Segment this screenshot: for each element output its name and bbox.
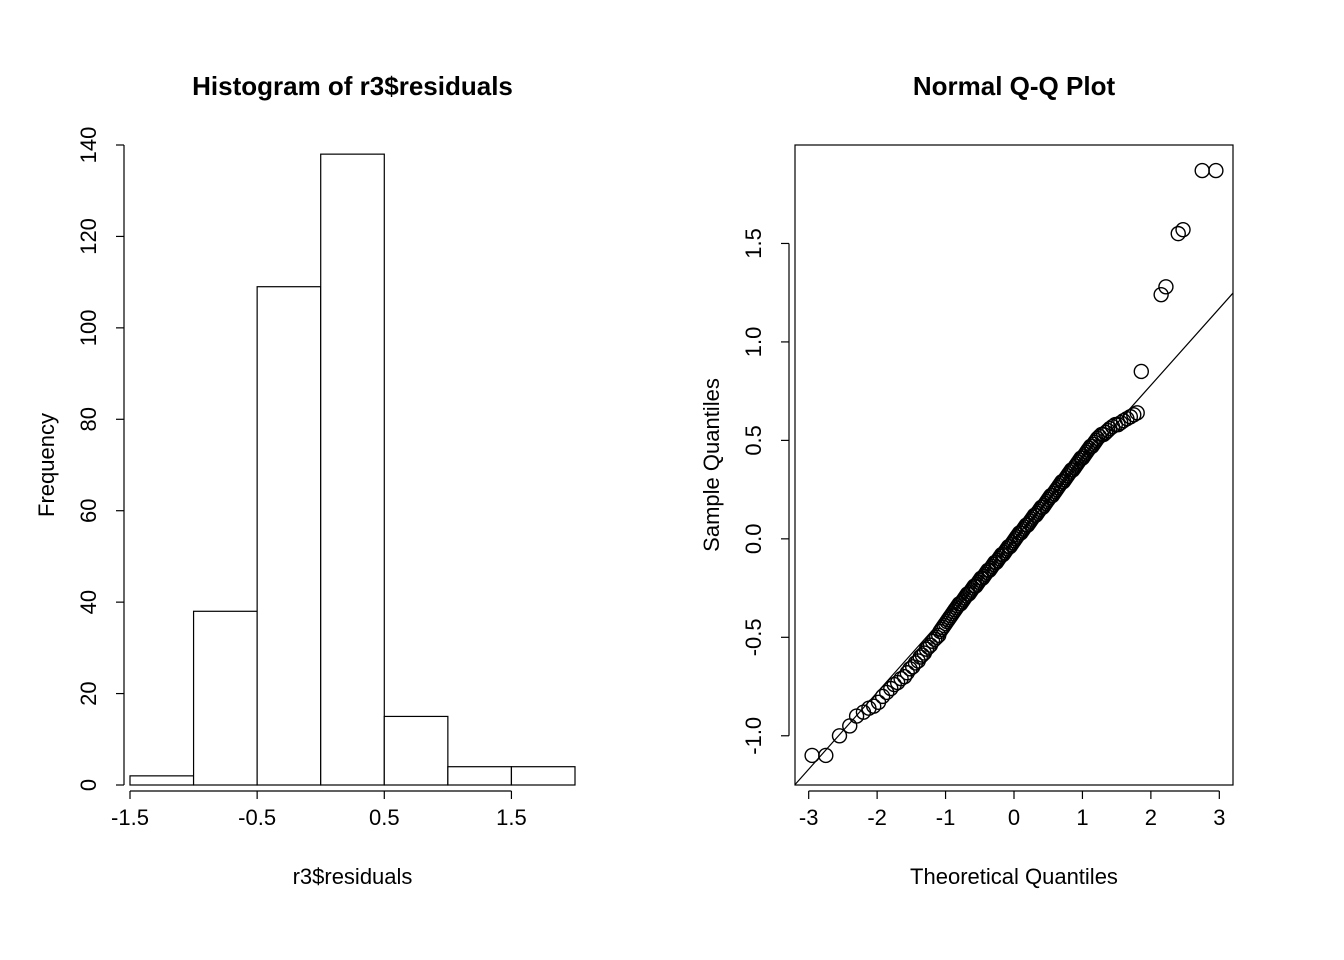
qq-frame [795, 145, 1233, 785]
histogram-ylabel: Frequency [34, 413, 59, 517]
histogram-bar [511, 767, 575, 785]
y-tick-label: -0.5 [741, 618, 766, 656]
histogram-bar [194, 611, 258, 785]
qq-point [1159, 280, 1173, 294]
qq-ylabel: Sample Quantiles [699, 378, 724, 552]
x-tick-label: -1 [936, 805, 956, 830]
y-tick-label: 0 [76, 779, 101, 791]
qq-point [880, 685, 894, 699]
histogram-bar [448, 767, 512, 785]
qq-point [843, 719, 857, 733]
histogram-title: Histogram of r3$residuals [192, 71, 513, 101]
histogram-bar [384, 716, 448, 785]
y-tick-label: 120 [76, 218, 101, 255]
qq-point [1154, 288, 1168, 302]
qq-point [1134, 364, 1148, 378]
x-tick-label: 1 [1076, 805, 1088, 830]
histogram-bar [257, 287, 321, 785]
histogram-panel: Histogram of r3$residuals -1.5 -0.5 0.5 1.5 r… [34, 71, 575, 889]
histogram-bar [321, 154, 385, 785]
qq-point [805, 748, 819, 762]
y-tick-label: -1.0 [741, 717, 766, 755]
y-tick-label: 140 [76, 127, 101, 164]
y-tick-label: 1.5 [741, 228, 766, 259]
histogram-xlabel: r3$residuals [293, 864, 413, 889]
x-tick-label: 1.5 [496, 805, 527, 830]
y-tick-label: 20 [76, 681, 101, 705]
y-tick-label: 80 [76, 407, 101, 431]
qq-point [1171, 227, 1185, 241]
qq-title: Normal Q-Q Plot [913, 71, 1116, 101]
x-tick-label: 2 [1145, 805, 1157, 830]
qq-point [1195, 164, 1209, 178]
x-tick-label: -2 [867, 805, 887, 830]
x-tick-label: -1.5 [111, 805, 149, 830]
qq-point [1176, 223, 1190, 237]
x-tick-label: -3 [799, 805, 819, 830]
y-tick-label: 0.0 [741, 524, 766, 555]
qq-panel: Normal Q-Q Plot -3 -2 -1 0 1 2 3 Theoretical Qua… [699, 71, 1233, 889]
y-tick-label: 0.5 [741, 425, 766, 456]
y-tick-label: 100 [76, 309, 101, 346]
qq-point [1209, 164, 1223, 178]
y-tick-label: 1.0 [741, 327, 766, 358]
histogram-bar [130, 776, 194, 785]
x-tick-label: -0.5 [238, 805, 276, 830]
figure: Histogram of r3$residuals -1.5 -0.5 0.5 1.5 r… [0, 0, 1344, 960]
y-tick-label: 40 [76, 590, 101, 614]
qq-xlabel: Theoretical Quantiles [910, 864, 1118, 889]
y-tick-label: 60 [76, 498, 101, 522]
x-tick-label: 0 [1008, 805, 1020, 830]
x-tick-label: 3 [1213, 805, 1225, 830]
x-tick-label: 0.5 [369, 805, 400, 830]
